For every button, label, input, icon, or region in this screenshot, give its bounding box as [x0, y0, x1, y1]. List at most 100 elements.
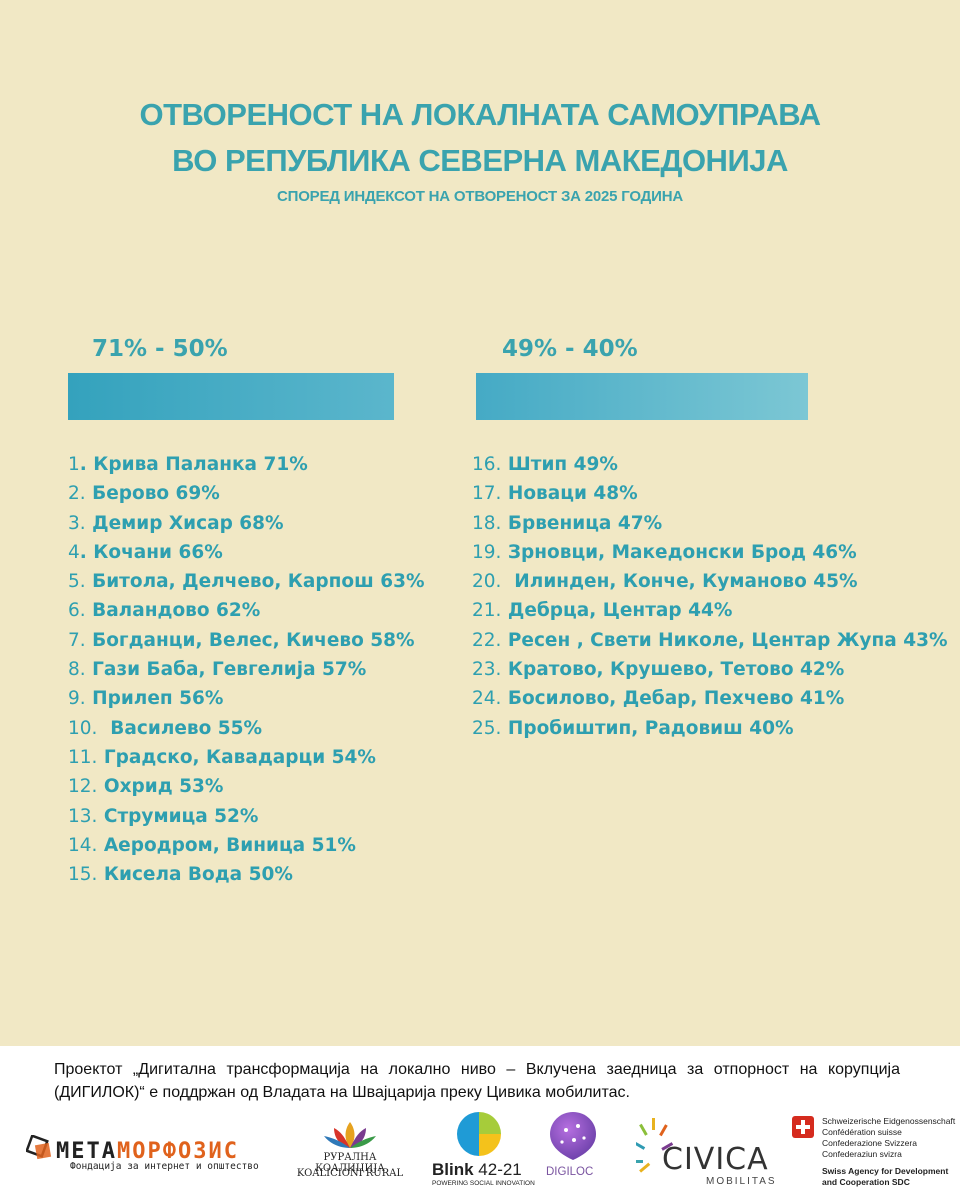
ranking-municipality: Зрновци, Македонски Брод 46% [501, 541, 857, 563]
ranking-municipality: Дебрца, Центар 44% [501, 600, 733, 622]
ranking-number: 1 [68, 454, 80, 475]
ranking-item: 21. Дебрца, Центар 44% [472, 596, 947, 625]
page-subtitle: СПОРЕД ИНДЕКСОТ НА ОТВОРЕНОСТ ЗА 2025 ГО… [277, 188, 683, 205]
ranking-item: 7. Богданци, Велес, Кичево 58% [68, 626, 425, 655]
metamorfozis-wordmark: МЕТАМОРФОЗИС [56, 1139, 239, 1164]
ranking-number: 24. [472, 688, 502, 710]
swiss-name-fr: Confédération suisse [822, 1127, 902, 1137]
ranking-item: 24. Босилово, Дебар, Пехчево 41% [472, 684, 947, 713]
ranking-number: 9. [68, 688, 86, 710]
ranking-number: 2. [68, 483, 86, 505]
ranking-item: 15. Кисела Вода 50% [68, 860, 425, 889]
ranking-item: 18. Брвеница 47% [472, 509, 947, 538]
civica-subtitle: MOBILITAS [706, 1176, 777, 1187]
range-bar-high [68, 373, 394, 420]
ranking-item: 8. Гази Баба, Гевгелија 57% [68, 655, 425, 684]
swiss-confederation-names: Schweizerische Eidgenossenschaft Confédé… [822, 1116, 955, 1160]
range-label-low: 49% - 40% [502, 336, 638, 362]
ranking-list-low: 16. Штип 49% 17. Новаци 48% 18. Брвеница 4… [472, 450, 947, 743]
ranking-municipality: Охрид 53% [97, 776, 224, 798]
swiss-sdc-name: Swiss Agency for Development and Coopera… [822, 1166, 948, 1188]
civica-mobilitas-logo: CIVICA MOBILITAS [636, 1112, 786, 1188]
metamorfozis-word-part2: МОРФОЗИС [116, 1139, 239, 1164]
metamorfozis-logo: МЕТАМОРФОЗИС Фондација за интернет и опш… [26, 1135, 286, 1177]
ranking-number: 8. [68, 659, 86, 681]
rural-coalition-name-mk: РУРАЛНА КОАЛИЦИЈА [315, 1152, 385, 1174]
ranking-item: 6. Валандово 62% [68, 596, 425, 625]
ranking-number: 12. [68, 776, 98, 798]
ranking-municipality: Босилово, Дебар, Пехчево 41% [501, 688, 845, 710]
ranking-number: 19. [472, 541, 502, 563]
blink-icon [457, 1112, 501, 1156]
blink-tagline: POWERING SOCIAL INNOVATION [432, 1180, 535, 1187]
ranking-municipality: Гази Баба, Гевгелија 57% [85, 659, 367, 681]
ranking-municipality: Струмица 52% [97, 805, 259, 827]
metamorfozis-tagline: Фондација за интернет и општество [70, 1161, 259, 1172]
ranking-number: 6. [68, 600, 86, 622]
ranking-item: 9. Прилеп 56% [68, 684, 425, 713]
ranking-municipality: Валандово 62% [85, 600, 261, 622]
ranking-number: 11. [68, 746, 98, 768]
ranking-number: 3. [68, 512, 86, 534]
ranking-municipality: Демир Хисар 68% [85, 512, 284, 534]
ranking-item: 3. Демир Хисар 68% [68, 509, 425, 538]
swiss-name-rm: Confederaziun svizra [822, 1149, 902, 1159]
metamorfozis-icon [26, 1135, 52, 1160]
blink-word-num: 42-21 [473, 1160, 522, 1179]
swiss-sdc-logo: Schweizerische Eidgenossenschaft Confédé… [792, 1116, 958, 1196]
swiss-flag-icon [792, 1116, 814, 1138]
digiloc-wordmark: DIGILOC [546, 1166, 594, 1178]
ranking-municipality: Кратово, Крушево, Тетово 42% [501, 659, 845, 681]
blink-word-bold: Blink [432, 1160, 474, 1179]
ranking-number: 20. [472, 571, 502, 593]
swiss-sdc-line-1: Swiss Agency for Development [822, 1166, 949, 1176]
ranking-item: 2. Берово 69% [68, 479, 425, 508]
range-label-high: 71% - 50% [92, 336, 228, 362]
ranking-number: 13. [68, 805, 98, 827]
ranking-number: 5. [68, 571, 86, 593]
ranking-municipality: Берово 69% [85, 483, 220, 505]
ranking-number: 15. [68, 864, 98, 886]
ranking-number: 18. [472, 512, 502, 534]
rural-coalition-logo: РУРАЛНА КОАЛИЦИЈА KOALICIONI RURAL [290, 1118, 410, 1188]
civica-wordmark: CIVICA [662, 1142, 769, 1177]
swiss-name-it: Confederazione Svizzera [822, 1138, 917, 1148]
ranking-item: 11. Градско, Кавадарци 54% [68, 743, 425, 772]
ranking-number: 4 [68, 541, 80, 563]
ranking-number: 10. [68, 717, 98, 739]
ranking-number: 14. [68, 834, 98, 856]
ranking-municipality: Брвеница 47% [501, 512, 663, 534]
ranking-municipality: Пробиштип, Радовиш 40% [501, 717, 794, 739]
ranking-municipality: . Крива Паланка 71% [79, 454, 308, 475]
ranking-item: 19. Зрновци, Македонски Брод 46% [472, 538, 947, 567]
civica-icon [636, 1118, 674, 1173]
page-title-line-2: ВО РЕПУБЛИКА СЕВЕРНА МАКЕДОНИЈА [172, 143, 788, 178]
ranking-item: 17. Новаци 48% [472, 479, 947, 508]
ranking-number: 17. [472, 483, 502, 505]
range-bar-low [476, 373, 808, 420]
title-block: ОТВОРЕНОСТ НА ЛОКАЛНАТА САМОУПРАВА ВО РЕ… [0, 92, 960, 205]
ranking-municipality: Новаци 48% [501, 483, 638, 505]
ranking-municipality: Битола, Делчево, Карпош 63% [85, 571, 425, 593]
swiss-name-de: Schweizerische Eidgenossenschaft [822, 1116, 956, 1126]
ranking-item: 16. Штип 49% [472, 450, 947, 479]
ranking-number: 23. [472, 659, 502, 681]
swiss-sdc-line-2: and Cooperation SDC [822, 1177, 910, 1187]
ranking-item: 4. Кочани 66% [68, 538, 425, 567]
footer-disclaimer: Проектот „Дигитална трансформација на ло… [54, 1061, 900, 1101]
ranking-item: 22. Ресен , Свети Николе, Центар Жупа 43… [472, 626, 947, 655]
ranking-municipality: Градско, Кавадарци 54% [97, 746, 376, 768]
ranking-list-high: 1. Крива Паланка 71% 2. Берово 69% 3. Деми… [68, 450, 425, 889]
ranking-municipality: Кисела Вода 50% [97, 864, 293, 886]
ranking-number: 7. [68, 629, 86, 651]
ranking-number: 21. [472, 600, 502, 622]
ranking-item: 14. Аеродром, Виница 51% [68, 831, 425, 860]
ranking-item: 1. Крива Паланка 71% [68, 450, 425, 479]
ranking-item: 25. Пробиштип, Радовиш 40% [472, 714, 947, 743]
ranking-item: 10. Василево 55% [68, 714, 425, 743]
page-title-line-1: ОТВОРЕНОСТ НА ЛОКАЛНАТА САМОУПРАВА [139, 97, 822, 132]
ranking-municipality: Василево 55% [97, 717, 263, 739]
ranking-municipality: Богданци, Велес, Кичево 58% [85, 629, 415, 651]
digiloc-logo: DIGILOC [540, 1110, 610, 1190]
ranking-item: 23. Кратово, Крушево, Тетово 42% [472, 655, 947, 684]
